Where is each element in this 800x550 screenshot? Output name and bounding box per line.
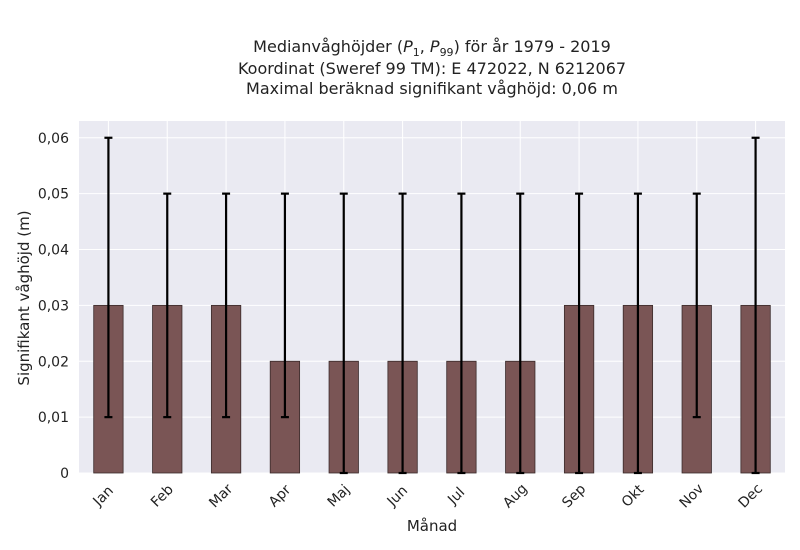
x-tick-label: Sep [559, 481, 589, 511]
y-tick-label: 0,04 [38, 243, 69, 259]
y-tick-label: 0,06 [38, 131, 69, 147]
x-tick-label: Jan [90, 483, 117, 510]
x-tick-label: Aug [500, 481, 531, 512]
x-tick-label: Maj [325, 482, 354, 511]
plot-background [79, 121, 785, 473]
y-tick-label: 0,03 [38, 298, 69, 314]
x-tick-label: Okt [619, 481, 648, 510]
x-tick-label: Jul [444, 485, 468, 509]
y-tick-label: 0 [60, 466, 69, 482]
plot-area: 0 0,01 0,02 0,03 0,04 0,05 0,06 Jan Feb Mar Apr Maj… [38, 121, 785, 511]
x-tick-label: Apr [266, 482, 295, 511]
x-tick-label: Dec [736, 481, 766, 511]
y-tick-label: 0,02 [38, 354, 69, 370]
y-tick-label: 0,01 [38, 410, 69, 426]
x-axis-label: Månad [407, 517, 457, 535]
x-tick-label: Nov [677, 481, 708, 512]
y-tick-label: 0,05 [38, 187, 69, 203]
y-axis-label: Signifikant våghöjd (m) [15, 210, 33, 385]
x-tick-label: Mar [206, 481, 236, 511]
x-tick-label: Jun [384, 483, 411, 510]
chart-title-line-3: Maximal beräknad signifikant våghöjd: 0,… [246, 79, 618, 98]
chart-title-line-2: Koordinat (Sweref 99 TM): E 472022, N 62… [238, 59, 626, 78]
chart-title-line-1: Medianvåghöjder (P1, P99) för år 1979 - … [253, 37, 611, 59]
x-tick-label: Feb [148, 482, 177, 511]
